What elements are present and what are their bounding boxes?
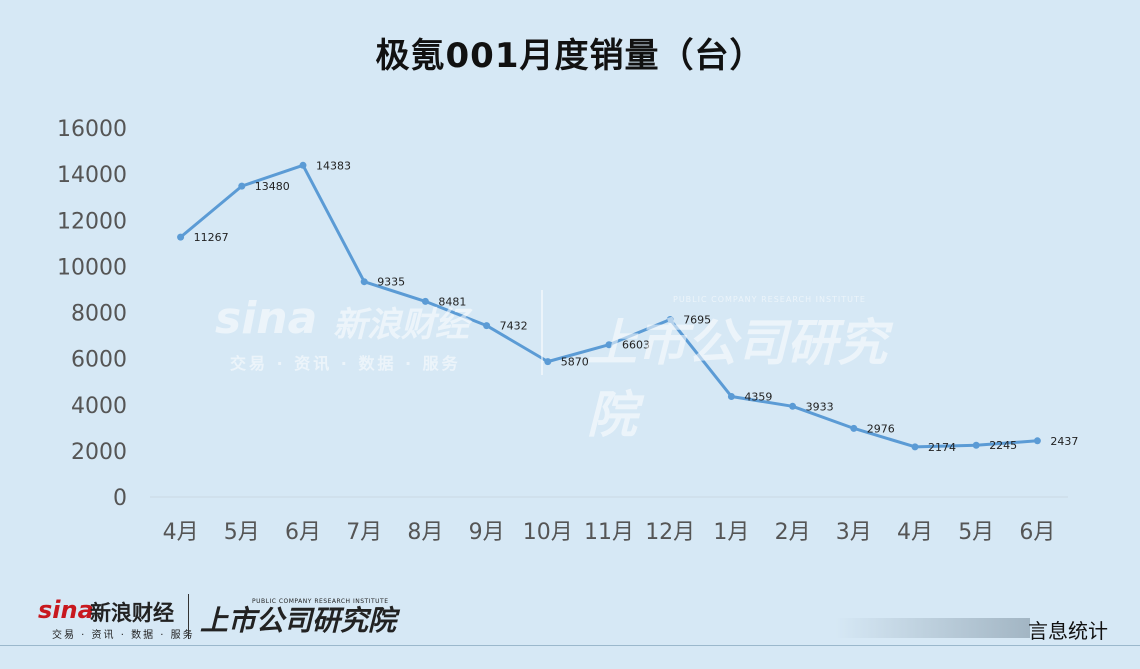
- data-point: [666, 316, 674, 324]
- data-label: 3933: [806, 400, 834, 413]
- x-tick-label: 5月: [958, 520, 994, 545]
- y-tick-label: 8000: [71, 302, 127, 327]
- x-tick-label: 7月: [346, 520, 382, 545]
- x-tick-label: 1月: [713, 520, 749, 545]
- data-label: 13480: [255, 180, 290, 193]
- y-tick-label: 0: [113, 486, 127, 511]
- x-tick-label: 4月: [897, 520, 933, 545]
- data-label: 5870: [561, 356, 589, 369]
- footer-institute-name: 上市公司研究院: [200, 604, 397, 637]
- data-label: 6603: [622, 339, 650, 352]
- data-point: [483, 322, 491, 330]
- x-axis: 4月 5月 6月 7月 8月 9月 10月 11月 12月 1月 2月 3月 4月 5月 6月: [150, 496, 1068, 545]
- data-point: [238, 182, 246, 190]
- y-tick-label: 6000: [71, 348, 127, 373]
- footer-sina-tagline: 交易 · 资讯 · 数据 · 服务: [52, 630, 195, 641]
- series-line: [177, 161, 1041, 451]
- data-point: [299, 161, 307, 169]
- data-point: [972, 441, 980, 449]
- y-tick-label: 4000: [71, 394, 127, 419]
- source-text: 言息统计: [1028, 619, 1108, 643]
- data-point: [544, 358, 552, 366]
- data-point: [789, 402, 797, 410]
- data-point: [177, 233, 185, 241]
- data-point: [421, 297, 429, 305]
- data-point: [605, 341, 613, 349]
- x-tick-label: 9月: [469, 520, 505, 545]
- x-tick-label: 6月: [1019, 520, 1055, 545]
- y-tick-label: 2000: [71, 440, 127, 465]
- y-axis: 0 2000 4000 6000 8000 10000 12000 14000 16000: [57, 117, 127, 511]
- data-label: 2245: [989, 439, 1017, 452]
- data-label: 2174: [928, 441, 956, 454]
- chart-title: 极氪001月度销量（台）: [375, 36, 765, 76]
- x-tick-label: 3月: [836, 520, 872, 545]
- data-label: 7695: [683, 314, 711, 327]
- series-line-path: [179, 163, 1038, 449]
- footer-sina-logo: sina: [38, 596, 94, 624]
- data-label: 4359: [744, 390, 772, 403]
- x-tick-label: 11月: [584, 520, 634, 545]
- x-tick-label: 10月: [523, 520, 573, 545]
- line-chart: 0 2000 4000 6000 8000 10000 12000 14000 16000 4月…: [57, 117, 1079, 545]
- x-tick-label: 4月: [163, 520, 199, 545]
- x-tick-label: 5月: [224, 520, 260, 545]
- footer-divider: [0, 645, 1140, 646]
- data-labels: 11267 13480 14383 9335 8481 7432 5870 6603 7695 4…: [194, 159, 1079, 454]
- y-tick-label: 14000: [57, 163, 127, 188]
- footer-logo-divider: [188, 594, 189, 639]
- data-point: [850, 424, 858, 432]
- data-label: 11267: [194, 231, 229, 244]
- data-label: 14383: [316, 159, 351, 172]
- x-tick-label: 12月: [645, 520, 695, 545]
- data-point: [1033, 437, 1041, 445]
- x-tick-label: 6月: [285, 520, 321, 545]
- data-label: 2976: [867, 422, 895, 435]
- data-label: 8481: [438, 295, 466, 308]
- y-tick-label: 16000: [57, 117, 127, 142]
- source-gradient-bar: [835, 618, 1030, 638]
- data-label: 9335: [377, 276, 405, 289]
- data-point: [727, 392, 735, 400]
- x-tick-label: 8月: [407, 520, 443, 545]
- footer-institute-en: PUBLIC COMPANY RESEARCH INSTITUTE: [252, 598, 389, 605]
- data-label: 7432: [500, 320, 528, 333]
- y-tick-label: 10000: [57, 255, 127, 280]
- data-point: [911, 443, 919, 451]
- y-tick-label: 12000: [57, 209, 127, 234]
- data-point: [360, 278, 368, 286]
- footer-sina-name: 新浪财经: [90, 601, 174, 625]
- x-tick-label: 2月: [775, 520, 811, 545]
- data-label: 2437: [1050, 435, 1078, 448]
